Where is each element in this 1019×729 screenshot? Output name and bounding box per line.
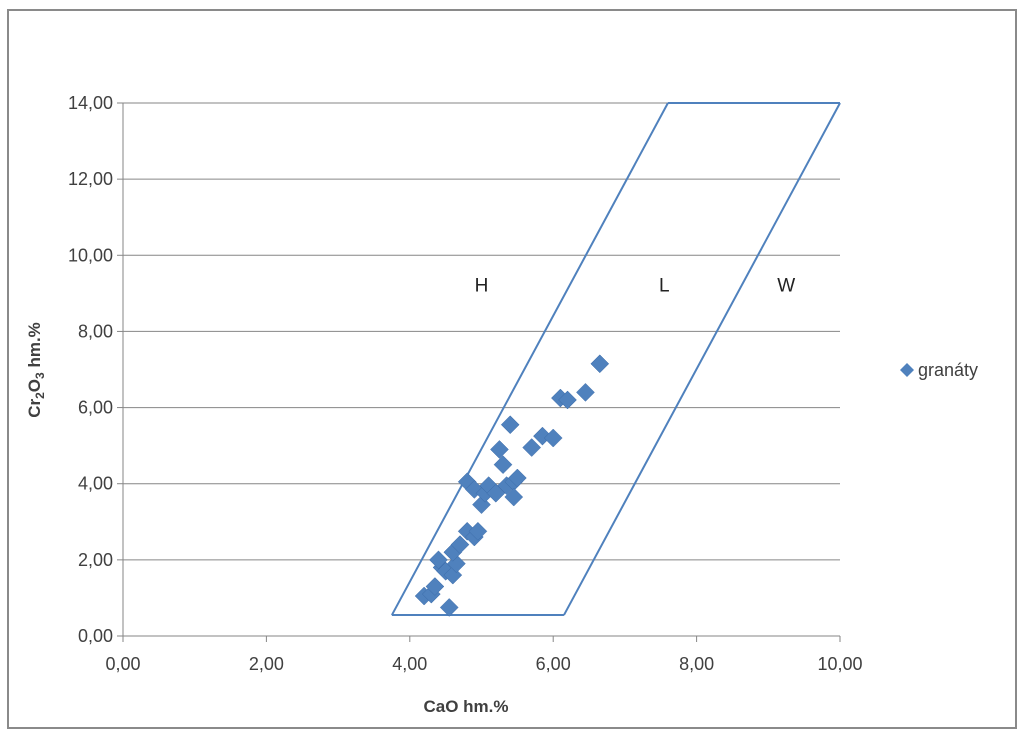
data-point <box>429 550 448 570</box>
data-point <box>507 468 527 488</box>
data-point <box>490 440 509 459</box>
y-axis-title-mid: O <box>25 379 44 392</box>
axes <box>117 102 841 642</box>
data-point <box>543 428 563 448</box>
data-point <box>576 382 595 402</box>
x-tick-label: 0,00 <box>105 654 140 674</box>
data-point <box>590 354 610 374</box>
legend-marker-diamond <box>900 363 914 377</box>
legend: granáty <box>900 360 978 380</box>
y-tick-label: 6,00 <box>78 398 113 418</box>
y-axis-title-sub1: 2 <box>33 392 47 399</box>
data-point <box>450 535 470 554</box>
data-point <box>486 483 506 503</box>
data-points <box>414 354 610 617</box>
boundary-line <box>390 102 669 616</box>
x-tick-label: 4,00 <box>392 654 427 674</box>
data-point <box>558 390 577 410</box>
x-tick-label: 6,00 <box>536 654 571 674</box>
x-tick-label: 8,00 <box>679 654 714 674</box>
data-point <box>439 598 459 617</box>
y-tick-label: 8,00 <box>78 321 113 341</box>
y-tick-label: 14,00 <box>68 93 113 113</box>
data-point <box>493 455 513 475</box>
y-tick-label: 12,00 <box>68 169 113 189</box>
chart-frame <box>7 9 1017 729</box>
data-point <box>468 521 488 541</box>
classification-boundaries <box>390 102 841 617</box>
y-tick-label: 0,00 <box>78 626 113 646</box>
region-label: W <box>777 275 795 296</box>
y-axis-title: Cr2O3 hm.% <box>25 322 47 418</box>
y-axis-title-sub2: 3 <box>33 372 47 379</box>
x-tick-label: 10,00 <box>817 654 862 674</box>
region-label: L <box>659 275 670 296</box>
legend-label: granáty <box>918 360 978 380</box>
data-point <box>504 487 524 507</box>
data-point <box>447 554 466 574</box>
y-axis-title-tail: hm.% <box>25 322 44 372</box>
region-label: H <box>475 275 489 296</box>
data-point <box>500 415 520 435</box>
data-point <box>522 438 542 457</box>
boundary-line <box>563 102 841 616</box>
tick-labels: 0,00 2,00 4,00 6,00 8,00 10,00 12,00 14,00 0,00 2… <box>68 93 863 674</box>
y-tick-label: 10,00 <box>68 245 113 265</box>
y-tick-label: 4,00 <box>78 474 113 494</box>
data-point <box>425 577 445 596</box>
y-axis-title-main: Cr <box>25 399 44 418</box>
x-tick-label: 2,00 <box>249 654 284 674</box>
x-axis-title: CaO hm.% <box>423 697 508 716</box>
y-tick-label: 2,00 <box>78 550 113 570</box>
